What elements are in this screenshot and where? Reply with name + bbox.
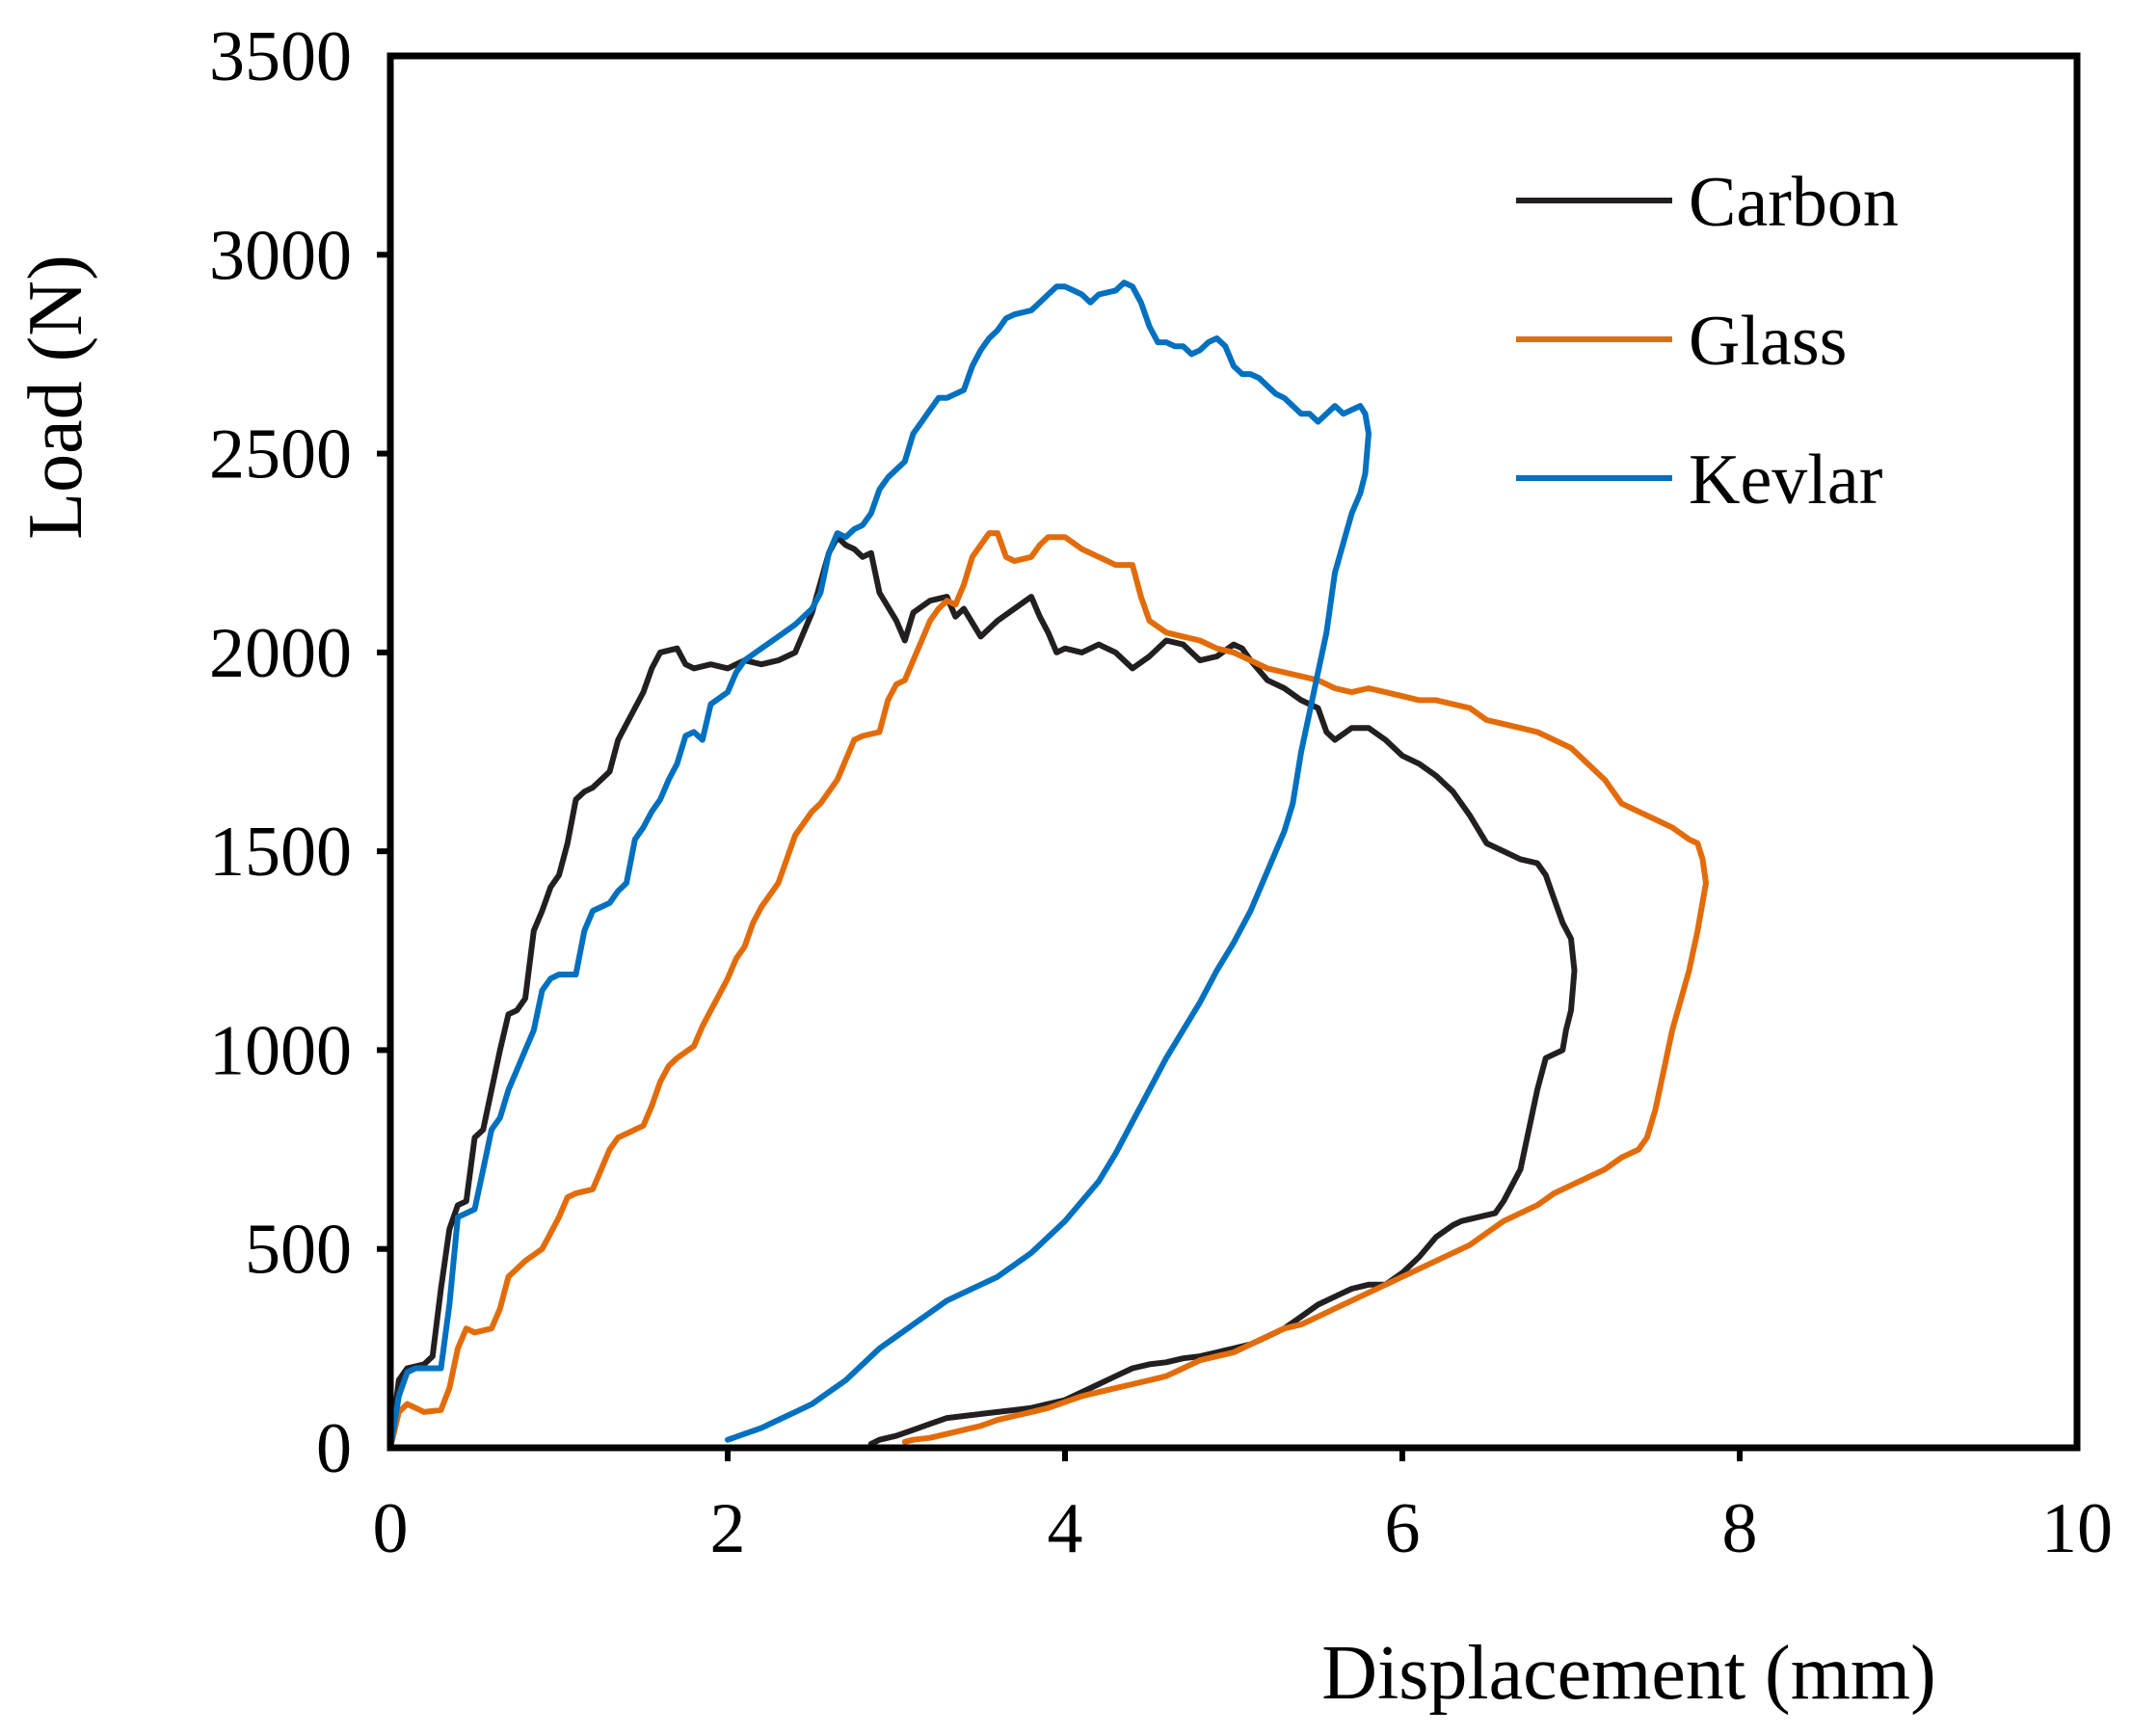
y-axis-title: Load (N) xyxy=(13,254,98,539)
series-line-carbon xyxy=(387,534,1578,1451)
series-layer xyxy=(387,280,1709,1451)
plot-area-frame xyxy=(386,52,2081,1452)
x-axis: 0 2 4 6 8 10 xyxy=(373,1448,2113,1568)
y-tick-label: 3000 xyxy=(209,216,352,295)
x-tick-label: 2 xyxy=(710,1489,746,1568)
y-tick-label: 1000 xyxy=(209,1011,352,1090)
x-tick-label: 8 xyxy=(1722,1489,1758,1568)
x-tick-label: 4 xyxy=(1048,1489,1083,1568)
legend-label-carbon: Carbon xyxy=(1689,163,1899,242)
series-line-glass xyxy=(387,530,1709,1451)
legend-label-kevlar: Kevlar xyxy=(1689,441,1882,520)
x-tick-label: 10 xyxy=(2041,1489,2113,1568)
y-axis: 0 500 1000 1500 2000 2500 3000 3500 xyxy=(209,17,390,1488)
x-axis-title: Displacement (mm) xyxy=(1321,1631,1936,1716)
x-tick-label: 6 xyxy=(1385,1489,1421,1568)
y-tick-label: 2000 xyxy=(209,614,352,693)
legend: Carbon Glass Kevlar xyxy=(1516,163,1899,520)
series-line-kevlar xyxy=(387,280,1372,1451)
legend-label-glass: Glass xyxy=(1689,302,1847,381)
y-tick-label: 1500 xyxy=(209,813,352,892)
y-tick-label: 500 xyxy=(245,1211,352,1290)
y-tick-label: 2500 xyxy=(209,415,352,494)
x-tick-label: 0 xyxy=(373,1489,409,1568)
y-tick-label: 0 xyxy=(316,1409,352,1488)
y-tick-label: 3500 xyxy=(209,17,352,96)
